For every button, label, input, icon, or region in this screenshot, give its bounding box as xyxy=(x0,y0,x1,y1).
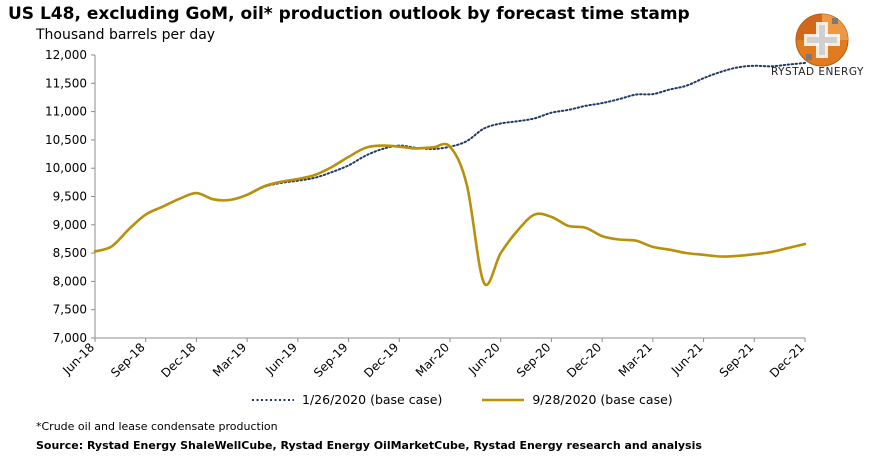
x-tick-label: Mar-20 xyxy=(413,340,452,379)
footnote: *Crude oil and lease condensate producti… xyxy=(36,420,278,433)
y-tick-label: 8,000 xyxy=(53,274,87,288)
x-tick-label: Jun-21 xyxy=(668,340,706,378)
legend-label-sep: 9/28/2020 (base case) xyxy=(532,392,673,407)
source-line: Source: Rystad Energy ShaleWellCube, Rys… xyxy=(36,439,702,452)
x-tick-label: Dec-18 xyxy=(158,340,198,380)
rystad-logo-icon xyxy=(795,13,849,67)
x-tick-label: Sep-18 xyxy=(108,340,148,380)
x-tick-label: Dec-20 xyxy=(564,340,604,380)
y-tick-label: 11,500 xyxy=(45,76,87,90)
brand-name: RYSTAD ENERGY xyxy=(771,66,864,78)
x-axis: Jun-18 Sep-18 Dec-18 Mar-19 Jun-19 Sep-19 Dec-… xyxy=(59,337,807,380)
y-tick-label: 7,500 xyxy=(53,303,87,317)
legend-label-jan: 1/26/2020 (base case) xyxy=(302,392,443,407)
x-tick-label: Dec-19 xyxy=(361,340,401,380)
x-tick-label: Sep-21 xyxy=(717,340,757,380)
y-tick-label: 7,000 xyxy=(53,331,87,345)
y-tick-label: 12,000 xyxy=(45,48,87,62)
x-tick-label: Dec-21 xyxy=(767,340,807,380)
legend-swatch-solid xyxy=(482,398,525,401)
series-layer xyxy=(93,61,807,287)
y-tick-label: 10,000 xyxy=(45,161,87,175)
x-tick-label: Sep-19 xyxy=(311,340,351,380)
x-tick-label: Jun-19 xyxy=(262,340,300,378)
y-tick-label: 10,500 xyxy=(45,133,87,147)
series-line-sep-2020 xyxy=(93,142,807,287)
y-tick-label: 8,500 xyxy=(53,246,87,260)
y-tick-label: 11,000 xyxy=(45,105,87,119)
x-tick-label: Sep-20 xyxy=(514,340,554,380)
x-tick-label: Jun-18 xyxy=(59,340,97,378)
legend: 1/26/2020 (base case) 9/28/2020 (base ca… xyxy=(250,392,673,407)
x-tick-label: Jun-20 xyxy=(465,340,503,378)
legend-item-jan: 1/26/2020 (base case) xyxy=(250,392,442,407)
y-tick-label: 9,000 xyxy=(53,218,87,232)
legend-item-sep: 9/28/2020 (base case) xyxy=(480,392,673,407)
chart-subtitle: Thousand barrels per day xyxy=(36,27,216,43)
chart-title: US L48, excluding GoM, oil* production o… xyxy=(8,4,690,24)
x-tick-label: Mar-21 xyxy=(616,340,655,379)
y-axis: 7,000 7,500 8,000 8,500 9,000 9,500 10,000 10,5… xyxy=(45,48,96,345)
y-tick-label: 9,500 xyxy=(53,190,87,204)
series-line-jan-2020 xyxy=(94,61,806,253)
x-tick-label: Mar-19 xyxy=(210,340,249,379)
legend-swatch-dotted xyxy=(252,398,294,401)
